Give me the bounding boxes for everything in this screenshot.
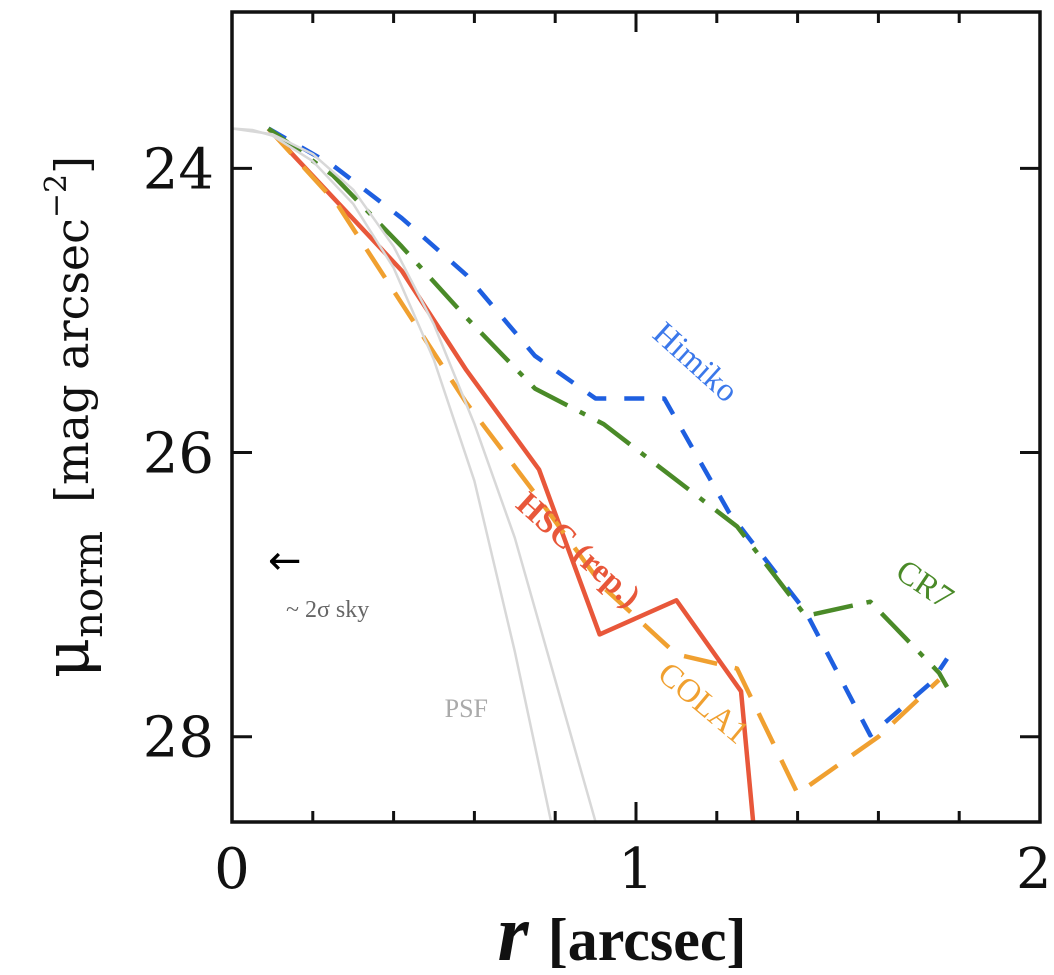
y-tick-label: 26 (143, 422, 214, 487)
x-axis-title: r [arcsec] (498, 890, 747, 975)
y-axis-title: μnorm[mag arcsec−2] (30, 156, 112, 678)
plot-frame (230, 10, 1042, 824)
labels-layer: 0 1 2 24 26 28 (143, 137, 1052, 902)
series-line-psf2-5 (232, 127, 597, 822)
series-line-himiko-2 (267, 126, 949, 738)
series-line-cola1-1 (266, 127, 941, 796)
label-himiko: Himiko (646, 316, 745, 410)
series-line-psf-4 (232, 127, 553, 822)
sky-limit-marker: ← ~ 2σ sky (268, 538, 369, 623)
sky-limit-arrow-icon: ← (268, 538, 302, 584)
sky-limit-label: ~ 2σ sky (286, 597, 369, 623)
ticks-layer (230, 12, 1042, 822)
label-psf: PSF (445, 694, 488, 723)
y-tick-label: 24 (143, 137, 214, 202)
label-cr7: CR7 (889, 553, 959, 617)
series-line-hsc-rep-0 (266, 126, 756, 822)
x-tick-label: 0 (214, 837, 250, 902)
label-hsc-rep: HSC (rep.) (509, 486, 647, 615)
x-tick-label: 2 (1016, 837, 1052, 902)
series-line-cr7-3 (267, 126, 950, 689)
x-tick-label: 1 (618, 837, 654, 902)
y-tick-label: 28 (143, 706, 214, 771)
series-layer (232, 126, 950, 822)
